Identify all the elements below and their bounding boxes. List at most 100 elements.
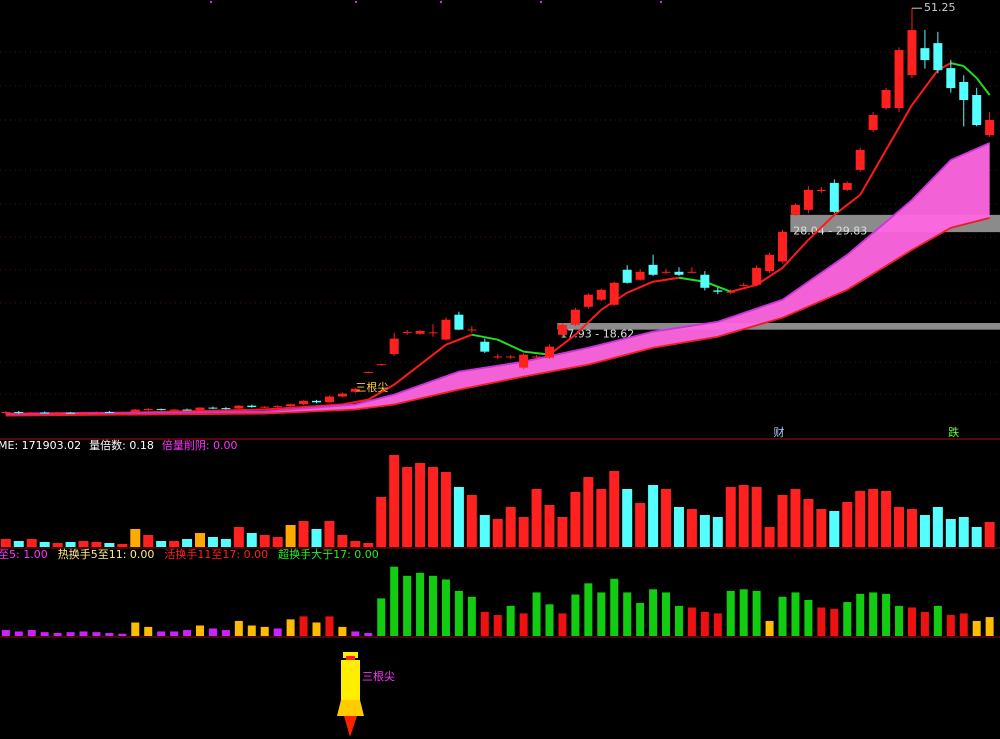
candle-body bbox=[234, 405, 244, 409]
candle-body bbox=[350, 388, 360, 392]
turnover-bar bbox=[441, 579, 450, 636]
ma-line-segment bbox=[975, 77, 991, 96]
candle-body bbox=[324, 396, 334, 403]
candle-body bbox=[881, 90, 891, 109]
rocket-fins bbox=[337, 700, 364, 716]
volume-bar bbox=[220, 539, 231, 547]
volume-bar bbox=[777, 495, 788, 547]
candle-body bbox=[972, 95, 982, 126]
turnover-bar bbox=[53, 633, 62, 636]
volume-bar bbox=[428, 467, 439, 547]
top-dot bbox=[540, 1, 542, 3]
volume-bar bbox=[65, 542, 76, 547]
volume-bar bbox=[39, 542, 50, 547]
candle-body bbox=[260, 406, 270, 408]
volume-bar bbox=[971, 527, 982, 547]
ma-line-segment bbox=[367, 383, 395, 401]
turnover-bar bbox=[882, 593, 891, 636]
top-dot bbox=[355, 1, 357, 3]
ma-line-segment bbox=[342, 398, 369, 406]
candle-body bbox=[713, 290, 723, 292]
candle-body bbox=[467, 329, 477, 331]
turnover-bar bbox=[985, 617, 994, 636]
volume-header: ME: 171903.02 bbox=[0, 439, 81, 452]
turnover-bar bbox=[14, 631, 23, 636]
turnover-bar bbox=[92, 632, 101, 636]
ma-line bbox=[5, 142, 991, 416]
ma-line-segment bbox=[471, 333, 498, 341]
candle-body bbox=[855, 149, 865, 170]
volume-bar bbox=[790, 489, 801, 547]
volume-bar bbox=[518, 517, 529, 547]
turnover-bar bbox=[27, 630, 36, 636]
volume-bar bbox=[686, 509, 697, 547]
volume-bar bbox=[479, 515, 490, 547]
turnover-bar bbox=[105, 633, 114, 636]
annotation: 三根尖 bbox=[355, 380, 388, 394]
candle-body bbox=[299, 400, 309, 405]
candle-body bbox=[765, 254, 775, 272]
rocket: 三根尖 bbox=[337, 652, 395, 737]
volume-bar bbox=[557, 517, 568, 547]
volume-bar bbox=[492, 519, 503, 547]
candle-body bbox=[376, 364, 386, 366]
turnover-bar bbox=[260, 626, 269, 636]
turnover-bar bbox=[765, 620, 774, 636]
candle-body bbox=[454, 314, 464, 330]
turnover-bar bbox=[946, 615, 955, 636]
turnover-bar bbox=[959, 613, 968, 636]
ma-line-segment bbox=[652, 276, 680, 283]
turnover-bar bbox=[584, 583, 593, 636]
turnover-bar bbox=[338, 626, 347, 636]
volume-bar bbox=[453, 487, 464, 547]
turnover-bar bbox=[196, 625, 204, 636]
candle-body bbox=[78, 412, 88, 414]
candle-body bbox=[959, 82, 969, 101]
top-dot bbox=[660, 1, 662, 3]
volume-bar bbox=[894, 507, 905, 547]
candle-body bbox=[66, 412, 76, 414]
volume-bar bbox=[751, 487, 762, 547]
top-dot bbox=[440, 1, 442, 3]
candle-body bbox=[700, 274, 710, 288]
candle-body bbox=[907, 30, 917, 76]
volume-bar bbox=[958, 517, 969, 547]
turnover-bar bbox=[273, 628, 282, 636]
volume-bar bbox=[906, 509, 917, 547]
volume-bar bbox=[596, 489, 607, 547]
ma-line-segment bbox=[781, 239, 810, 269]
price-band bbox=[557, 323, 1000, 330]
turnover-bar bbox=[325, 616, 334, 636]
turnover-bar bbox=[66, 632, 75, 636]
candle-body bbox=[169, 409, 179, 411]
rocket-tip bbox=[343, 652, 358, 658]
candle-body bbox=[247, 405, 257, 408]
ma-line-segment bbox=[626, 280, 654, 294]
candle-body bbox=[687, 271, 697, 273]
volume-bar bbox=[272, 537, 283, 547]
candle-body bbox=[790, 204, 800, 215]
volume-bar bbox=[259, 535, 270, 547]
rocket-window bbox=[346, 656, 355, 660]
ma-line-segment bbox=[730, 283, 757, 293]
candle-body bbox=[894, 50, 904, 109]
turnover-bar bbox=[700, 611, 709, 636]
volume-bar bbox=[350, 541, 361, 547]
volume-bar bbox=[829, 511, 840, 547]
turnover-bar bbox=[454, 590, 463, 636]
candle-body bbox=[402, 331, 412, 333]
ma-line-segment bbox=[859, 149, 887, 196]
volume-bar bbox=[26, 539, 37, 547]
candle-body bbox=[117, 411, 127, 413]
turnover-bar bbox=[739, 589, 748, 636]
candle-body bbox=[726, 291, 736, 293]
top-dot bbox=[210, 1, 212, 3]
turnover-bar bbox=[558, 613, 567, 636]
turnover-header: 热换手5至11: 0.00 bbox=[58, 547, 155, 561]
volume-bar bbox=[402, 467, 413, 547]
turnover-bar bbox=[364, 633, 373, 636]
volume-header: 倍量削阴: 0.00 bbox=[162, 438, 238, 452]
turnover-bar bbox=[623, 592, 632, 636]
turnover-bar bbox=[830, 608, 839, 636]
